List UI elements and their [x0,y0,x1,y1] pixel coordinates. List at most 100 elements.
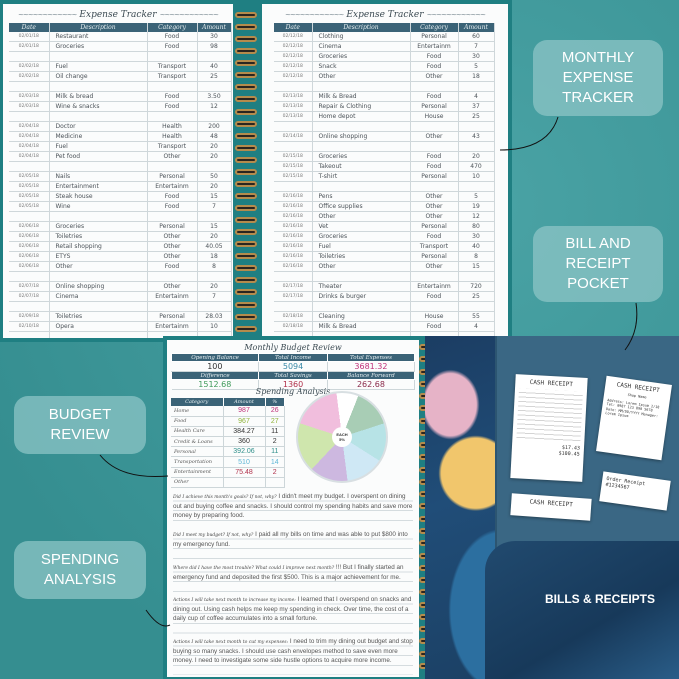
total-income-value: 5094 [258,361,328,372]
amount-cell: 40 [458,241,495,252]
category-cell [410,301,459,312]
column-header: Date [274,23,313,32]
amount-cell: 384.27 [223,426,266,438]
percent-cell: 11 [265,426,285,438]
table-row: 02/15/18 T-shirt Personal 10 [274,171,495,183]
date-cell: 02/03/18 [9,91,50,103]
category-cell: Food [147,101,198,113]
description-cell: Medicine [49,131,148,143]
amount-cell: 470 [458,161,495,173]
percent-cell [265,477,285,489]
category-cell: Transport [147,61,198,73]
amount-cell: 18 [458,71,495,83]
amount-cell: 25 [458,291,495,302]
date-cell [274,331,313,338]
category-cell: Personal [410,251,459,262]
question-block: Actions I will take next month to cut my… [173,637,413,675]
table-row: 02/12/18 Other Other 18 [274,71,495,83]
category-cell: Health [147,131,198,143]
date-cell: 02/06/18 [9,251,50,262]
description-cell: Steak house [49,191,148,202]
date-cell: 02/16/18 [274,191,313,202]
difference-value: 1512.68 [171,379,260,390]
table-row: 02/18/18 Cleaning House 55 [274,311,495,322]
table-row: 02/05/18 Steak house Food 15 [9,191,232,202]
description-cell [312,181,411,192]
table-row: 02/05/18 Nails Personal 50 [9,171,232,182]
description-cell: Milk & Bread [312,321,411,332]
spiral-ring [235,72,257,79]
table-row: Personal 392.06 11 [171,446,285,458]
table-row: 02/04/18 Doctor Health 200 [9,121,232,133]
amount-cell [197,211,232,222]
description-cell: Home depot [312,111,411,123]
budget-review-table: Opening Balance Total Income Total Expense… [170,353,416,390]
category-cell: Food [147,41,198,53]
spiral-ring [235,217,257,224]
amount-cell: 8 [197,261,232,272]
category-cell [410,271,459,282]
description-cell: Pet food [49,151,148,163]
amount-cell: 40 [197,61,232,73]
amount-cell: 10 [197,321,232,332]
cash-receipt: CASH RECEIPT $17.43 $100.45 [510,374,588,482]
description-cell: Office supplies [312,201,411,212]
percent-cell: 26 [265,406,285,417]
callout-monthly-expense-tracker: MONTHLY EXPENSE TRACKER [533,40,663,116]
callout-text: ANALYSIS [43,571,117,588]
table-row: Food 967 27 [171,416,285,427]
category-cell: Personal [147,221,198,232]
amount-cell: 200 [197,121,232,133]
amount-cell: 8 [458,251,495,262]
table-row [274,141,495,153]
date-cell: 02/04/18 [9,121,50,133]
category-cell: Other [410,261,459,272]
table-row: 02/12/18 Clothing Personal 60 [274,32,495,43]
table-row [274,121,495,133]
date-cell: 02/01/18 [9,32,50,43]
description-cell [49,161,148,172]
percent-cell: 2 [265,467,285,478]
table-row: 02/06/18 Other Food 8 [9,261,232,272]
category-cell: Credit & Loans [171,436,224,448]
amount-cell: 30 [458,231,495,242]
table-row: 02/07/18 Cinema Entertainm 7 [9,291,232,302]
answer-text: I didn't meet my budget. I overspent on … [173,493,413,520]
callout-text: BUDGET [48,406,112,423]
category-cell [147,331,198,338]
category-cell: Food [147,191,198,202]
question-block: Did I achieve this month's goals? If not… [173,492,413,528]
date-cell: 02/06/18 [9,261,50,272]
table-row: 02/16/18 Pens Other 5 [274,191,495,202]
pocket-label: BILLS & RECEIPTS [545,592,656,606]
table-row: 02/13/18 Repair & Clothing Personal 37 [274,101,495,113]
expense-page-left: Expense Tracker DateDescriptionCategoryA… [3,4,233,338]
spiral-ring [235,144,257,151]
description-cell: Toiletries [312,251,411,262]
date-cell: 02/02/18 [9,71,50,83]
callout-spending-analysis: SPENDING ANALYSIS [14,541,146,599]
amount-cell [458,271,495,282]
description-cell: Online shopping [49,281,148,292]
question-label: Did I meet my budget? If not, why? [173,533,254,538]
table-row: 02/16/18 Fuel Transport 40 [274,241,495,252]
description-cell: Groceries [49,41,148,53]
callout-bill-receipt-pocket: BILL AND RECEIPT POCKET [533,226,663,302]
category-cell: Food [147,91,198,103]
category-cell: Other [410,191,459,202]
date-cell [9,301,50,312]
description-cell [49,81,148,93]
category-cell [410,141,459,153]
category-cell [410,181,459,192]
description-cell: Takeout [312,161,411,173]
spiral-ring [235,265,257,272]
description-cell: Entertainment [49,181,148,192]
description-cell: Other [312,211,411,222]
description-cell: Groceries [49,221,148,232]
category-cell [147,301,198,312]
category-cell [147,111,198,123]
description-cell: Fuel [312,241,411,252]
spiral-ring [235,325,257,332]
category-cell [410,121,459,133]
category-cell: Entertainm [147,321,198,332]
